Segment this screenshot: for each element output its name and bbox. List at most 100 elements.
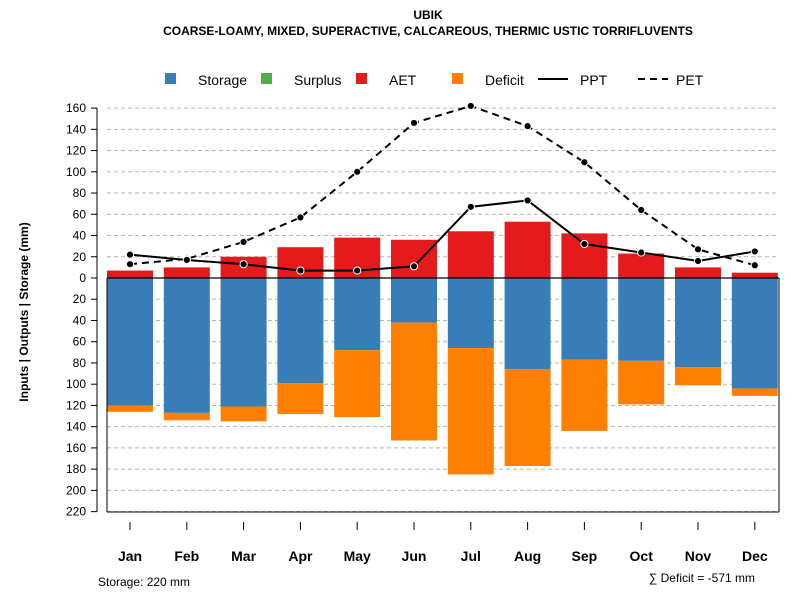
aet-bar (618, 253, 665, 278)
x-tick-label: Jul (461, 548, 481, 564)
aet-bar (504, 221, 551, 278)
deficit-bar (334, 350, 381, 418)
ppt-line (129, 199, 755, 272)
ppt-point (239, 260, 248, 269)
x-tick-label: Nov (685, 548, 712, 564)
legend-swatch-storage (165, 73, 176, 84)
storage-bar (447, 278, 494, 349)
storage-bar (731, 278, 778, 389)
gridlines (107, 107, 779, 513)
y-tick-label: 20 (73, 292, 87, 306)
ppt-point (466, 202, 475, 211)
aet-bar (447, 231, 494, 278)
storage-bar (675, 278, 721, 368)
deficit-bar (675, 367, 721, 386)
legend-label-deficit: Deficit (485, 72, 524, 88)
deficit-note: ∑ Deficit = -571 mm (649, 571, 755, 585)
pet-point (750, 261, 759, 270)
x-tick-label: May (344, 548, 371, 564)
deficit-bar (504, 369, 551, 466)
y-tick-label: 60 (73, 207, 87, 221)
y-tick-label: 40 (73, 229, 87, 243)
deficit-bar (618, 360, 665, 405)
x-tick-label: Sep (572, 548, 598, 564)
deficit-bar (277, 383, 324, 414)
aet-bar (391, 239, 437, 278)
legend: Storage Surplus AET Deficit PPT PET (165, 72, 704, 88)
deficit-bar (220, 406, 267, 422)
pet-point (580, 158, 589, 167)
y-tick-label: 100 (66, 377, 86, 391)
y-tick-label: 120 (66, 144, 86, 158)
bars (107, 221, 778, 475)
storage-bar (561, 278, 608, 360)
y-axis-label: Inputs | Outputs | Storage (mm) (17, 222, 31, 401)
legend-label-aet: AET (389, 72, 417, 88)
y-tick-label: 120 (66, 398, 86, 412)
deficit-bar (731, 388, 778, 396)
y-tick-label: 60 (73, 335, 87, 349)
y-tick-label: 160 (66, 101, 86, 115)
ppt-point (637, 248, 646, 257)
ppt-point (125, 250, 135, 259)
y-tick-label: 160 (66, 441, 86, 455)
aet-bar (163, 267, 210, 278)
x-tick-label: Apr (288, 548, 313, 564)
y-tick-label: 20 (73, 250, 87, 264)
aet-bar (675, 267, 721, 278)
pet-point (637, 205, 646, 215)
x-tick-label: Feb (174, 548, 199, 564)
storage-bar (618, 278, 665, 361)
ppt-point (182, 255, 191, 265)
x-tick-label: Jun (402, 548, 427, 564)
legend-swatch-deficit (452, 73, 463, 84)
ppt-point (296, 266, 305, 275)
y-tick-label: 200 (66, 483, 86, 497)
y-tick-label: 40 (73, 313, 87, 327)
y-tick-label: 140 (66, 420, 86, 434)
legend-swatch-surplus (261, 73, 272, 84)
x-tick-label: Mar (231, 548, 256, 564)
storage-bar (391, 278, 437, 323)
pet-point (239, 237, 248, 246)
y-tick-label: 180 (66, 462, 86, 476)
y-tick-label: 100 (66, 165, 86, 179)
y-tick-label: 140 (66, 122, 86, 136)
deficit-bar (447, 348, 494, 475)
legend-label-ppt: PPT (580, 72, 608, 88)
x-tick-label: Jan (118, 548, 142, 564)
x-tick-label: Aug (514, 548, 541, 564)
storage-bar (163, 278, 210, 413)
storage-bar (220, 278, 267, 407)
x-tick-label: Oct (630, 548, 654, 564)
pet-line (129, 104, 756, 267)
ppt-point (523, 196, 532, 205)
aet-bar (731, 272, 778, 278)
ppt-point (409, 262, 419, 271)
deficit-bar (163, 412, 210, 421)
pet-point (125, 260, 135, 269)
legend-label-pet: PET (676, 72, 704, 88)
ppt-point (750, 247, 759, 256)
chart-subtitle: COARSE-LOAMY, MIXED, SUPERACTIVE, CALCAR… (163, 24, 693, 38)
storage-bar (277, 278, 324, 384)
y-tick-label: 0 (79, 271, 86, 285)
pet-point (466, 101, 475, 111)
storage-note: Storage: 220 mm (98, 575, 190, 589)
x-tick-label: Dec (742, 548, 768, 564)
pet-point (693, 245, 703, 254)
legend-label-storage: Storage (198, 72, 247, 88)
pet-point (353, 167, 362, 176)
pet-point (296, 213, 305, 222)
ppt-point (353, 266, 362, 275)
y-tick-label: 80 (73, 186, 87, 200)
pet-point (409, 118, 419, 128)
deficit-bar (561, 359, 608, 431)
ppt-point (580, 239, 589, 249)
deficit-bar (107, 405, 153, 412)
storage-bar (334, 278, 381, 351)
legend-label-surplus: Surplus (294, 72, 341, 88)
y-tick-label: 80 (73, 356, 87, 370)
legend-swatch-aet (356, 73, 367, 84)
